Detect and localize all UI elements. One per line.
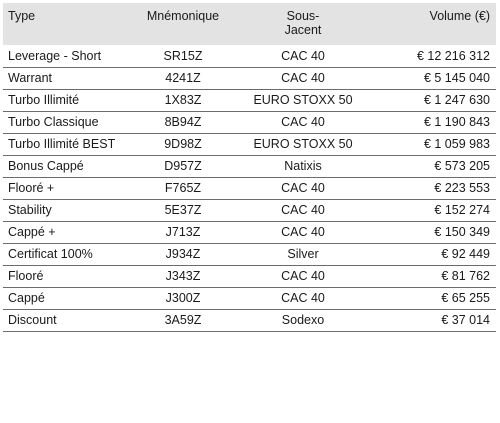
table-row: Cappé + J713Z CAC 40 € 150 349 bbox=[3, 221, 496, 243]
cell-mnemonique: 8B94Z bbox=[164, 115, 202, 129]
cell-sous-jacent: CAC 40 bbox=[281, 71, 325, 85]
cell-sous-jacent: CAC 40 bbox=[281, 203, 325, 217]
cell-volume: € 1 247 630 bbox=[423, 93, 490, 107]
cell-mnemonique: J713Z bbox=[165, 225, 201, 239]
cell-volume: € 152 274 bbox=[434, 203, 490, 217]
header-type: Type bbox=[8, 9, 36, 23]
cell-volume: € 65 255 bbox=[441, 291, 490, 305]
cell-mnemonique: SR15Z bbox=[163, 48, 203, 63]
cell-type: Turbo Classique bbox=[8, 115, 99, 129]
cell-type: Stability bbox=[8, 203, 52, 217]
cell-volume: € 92 449 bbox=[441, 247, 490, 261]
header-row: Type Mnémonique Sous- Jacent Volume (€) bbox=[3, 3, 496, 45]
cell-mnemonique: J934Z bbox=[165, 247, 201, 261]
cell-volume: € 1 190 843 bbox=[423, 115, 490, 129]
cell-type: Leverage - Short bbox=[8, 48, 102, 63]
table-header: Type Mnémonique Sous- Jacent Volume (€) bbox=[3, 3, 496, 45]
cell-mnemonique: 5E37Z bbox=[164, 203, 202, 217]
cell-sous-jacent: CAC 40 bbox=[281, 115, 325, 129]
header-mnemonique: Mnémonique bbox=[146, 9, 220, 23]
table-row: Warrant 4241Z CAC 40 € 5 145 040 bbox=[3, 67, 496, 89]
cell-sous-jacent: EURO STOXX 50 bbox=[253, 137, 353, 151]
cell-type: Turbo Illimité BEST bbox=[8, 137, 116, 151]
cell-type: Warrant bbox=[8, 71, 52, 85]
cell-sous-jacent: CAC 40 bbox=[281, 291, 325, 305]
cell-type: Flooré bbox=[8, 269, 44, 283]
cell-sous-jacent: CAC 40 bbox=[281, 48, 325, 63]
cell-volume: € 12 216 312 bbox=[417, 48, 490, 63]
header-sous-jacent: Sous- Jacent bbox=[233, 3, 373, 45]
cell-type: Turbo Illimité bbox=[8, 93, 80, 107]
table-row: Cappé J300Z CAC 40 € 65 255 bbox=[3, 287, 496, 309]
cell-mnemonique: D957Z bbox=[164, 159, 202, 173]
cell-type: Cappé + bbox=[8, 225, 56, 239]
cell-volume: € 223 553 bbox=[434, 181, 490, 195]
cell-sous-jacent: CAC 40 bbox=[281, 269, 325, 283]
cell-sous-jacent: Natixis bbox=[284, 159, 322, 173]
cell-volume: € 573 205 bbox=[434, 159, 490, 173]
table-body: Leverage - Short SR15Z CAC 40 € 12 216 312 W… bbox=[3, 45, 496, 331]
header-volume: Volume (€) bbox=[429, 9, 490, 23]
cell-type: Flooré + bbox=[8, 181, 55, 195]
cell-type: Discount bbox=[8, 313, 57, 327]
cell-volume: € 150 349 bbox=[434, 225, 490, 239]
table-row: Bonus Cappé D957Z Natixis € 573 205 bbox=[3, 155, 496, 177]
cell-type: Bonus Cappé bbox=[8, 159, 84, 173]
cell-sous-jacent: Sodexo bbox=[281, 313, 325, 327]
cell-volume: € 1 059 983 bbox=[423, 137, 490, 151]
cell-type: Certificat 100% bbox=[8, 247, 93, 261]
header-sous-jacent-line1: Sous- bbox=[286, 9, 320, 23]
table-row: Stability 5E37Z CAC 40 € 152 274 bbox=[3, 199, 496, 221]
table-row: Turbo Illimité BEST 9D98Z EURO STOXX 50 € 1… bbox=[3, 133, 496, 155]
cell-mnemonique: 9D98Z bbox=[164, 137, 202, 151]
cell-sous-jacent: Silver bbox=[287, 247, 319, 261]
cell-sous-jacent: CAC 40 bbox=[281, 225, 325, 239]
cell-mnemonique: 3A59Z bbox=[164, 313, 202, 327]
table-row: Certificat 100% J934Z Silver € 92 449 bbox=[3, 243, 496, 265]
table-row: Flooré J343Z CAC 40 € 81 762 bbox=[3, 265, 496, 287]
table-row: Discount 3A59Z Sodexo € 37 014 bbox=[3, 309, 496, 331]
cell-mnemonique: J343Z bbox=[165, 269, 201, 283]
cell-volume: € 5 145 040 bbox=[423, 71, 490, 85]
table-row: Flooré + F765Z CAC 40 € 223 553 bbox=[3, 177, 496, 199]
cell-volume: € 81 762 bbox=[441, 269, 490, 283]
cell-sous-jacent: EURO STOXX 50 bbox=[253, 93, 353, 107]
cell-type: Cappé bbox=[8, 291, 45, 305]
cell-volume: € 37 014 bbox=[441, 313, 490, 327]
cell-mnemonique: 4241Z bbox=[165, 71, 201, 85]
cell-mnemonique: J300Z bbox=[165, 291, 201, 305]
cell-mnemonique: 1X83Z bbox=[164, 93, 202, 107]
table-row: Turbo Illimité 1X83Z EURO STOXX 50 € 1 247 … bbox=[3, 89, 496, 111]
header-sous-jacent-line2: Jacent bbox=[284, 23, 322, 37]
products-table: Type Mnémonique Sous- Jacent Volume (€) … bbox=[3, 3, 496, 332]
cell-sous-jacent: CAC 40 bbox=[281, 181, 325, 195]
table-row: Turbo Classique 8B94Z CAC 40 € 1 190 843 bbox=[3, 111, 496, 133]
cell-mnemonique: F765Z bbox=[164, 181, 202, 195]
products-table-container: Type Mnémonique Sous- Jacent Volume (€) … bbox=[3, 3, 496, 332]
table-row: Leverage - Short SR15Z CAC 40 € 12 216 312 bbox=[3, 45, 496, 67]
